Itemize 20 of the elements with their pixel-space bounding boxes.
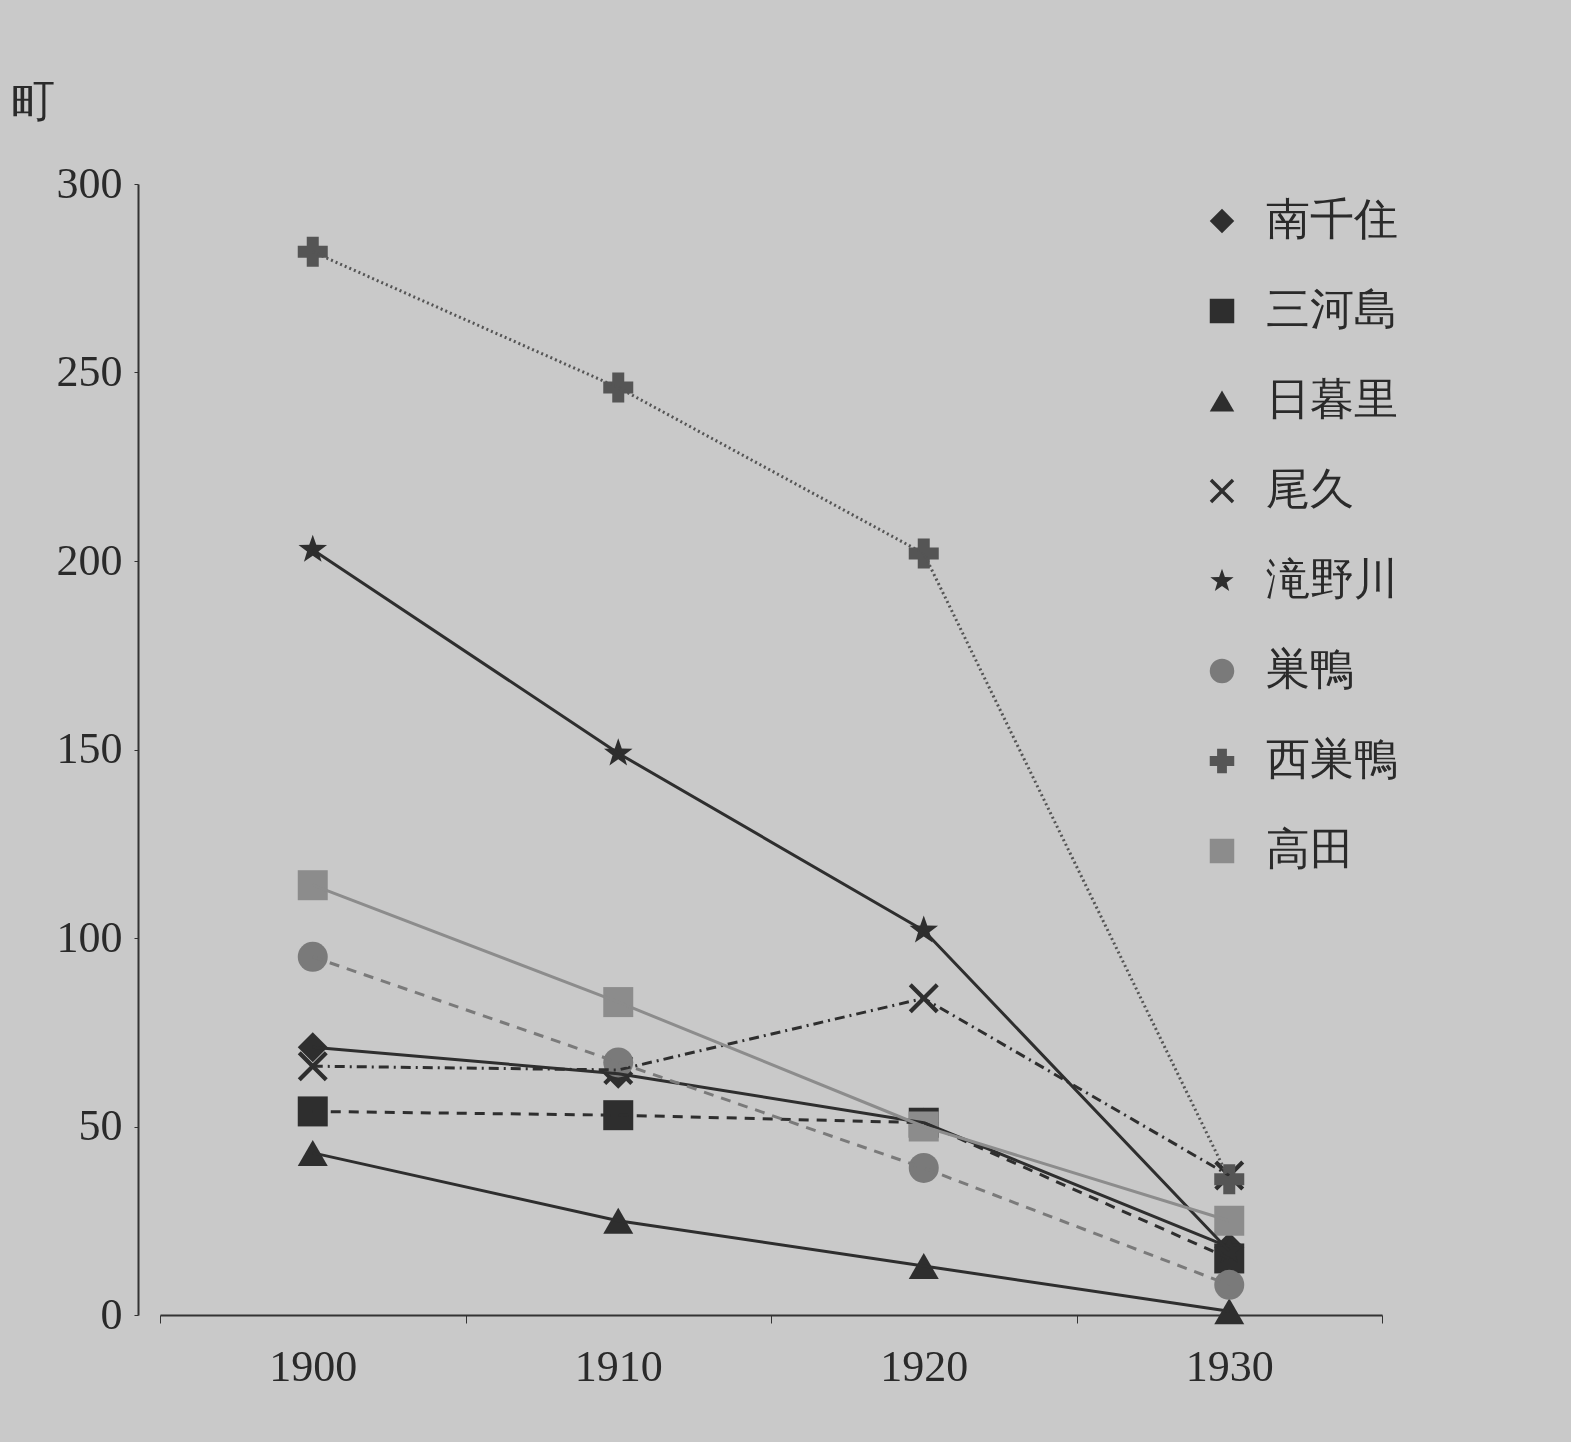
x-tick-label: 1920 <box>880 1341 969 1391</box>
legend-label: 三河島 <box>1266 285 1398 334</box>
y-tick-label: 50 <box>78 1101 123 1150</box>
x-tick-label: 1900 <box>269 1341 358 1391</box>
y-tick-label: 150 <box>56 724 123 773</box>
legend-label: 巣鴨 <box>1266 645 1354 694</box>
legend-label: 南千住 <box>1266 195 1398 244</box>
legend-label: 日暮里 <box>1266 375 1398 424</box>
y-tick-label: 0 <box>100 1289 123 1339</box>
legend-label: 高田 <box>1266 825 1354 874</box>
x-tick-label: 1930 <box>1185 1341 1274 1391</box>
y-tick-label: 200 <box>56 535 123 585</box>
y-axis-title: 町 <box>10 76 55 126</box>
y-tick-label: 100 <box>56 912 123 962</box>
legend-label: 西巣鴨 <box>1266 735 1398 784</box>
y-tick-label: 250 <box>56 347 123 396</box>
x-tick-label: 1910 <box>574 1341 663 1391</box>
legend-label: 滝野川 <box>1266 555 1398 604</box>
legend-label: 尾久 <box>1266 465 1354 514</box>
y-tick-label: 300 <box>56 158 123 208</box>
